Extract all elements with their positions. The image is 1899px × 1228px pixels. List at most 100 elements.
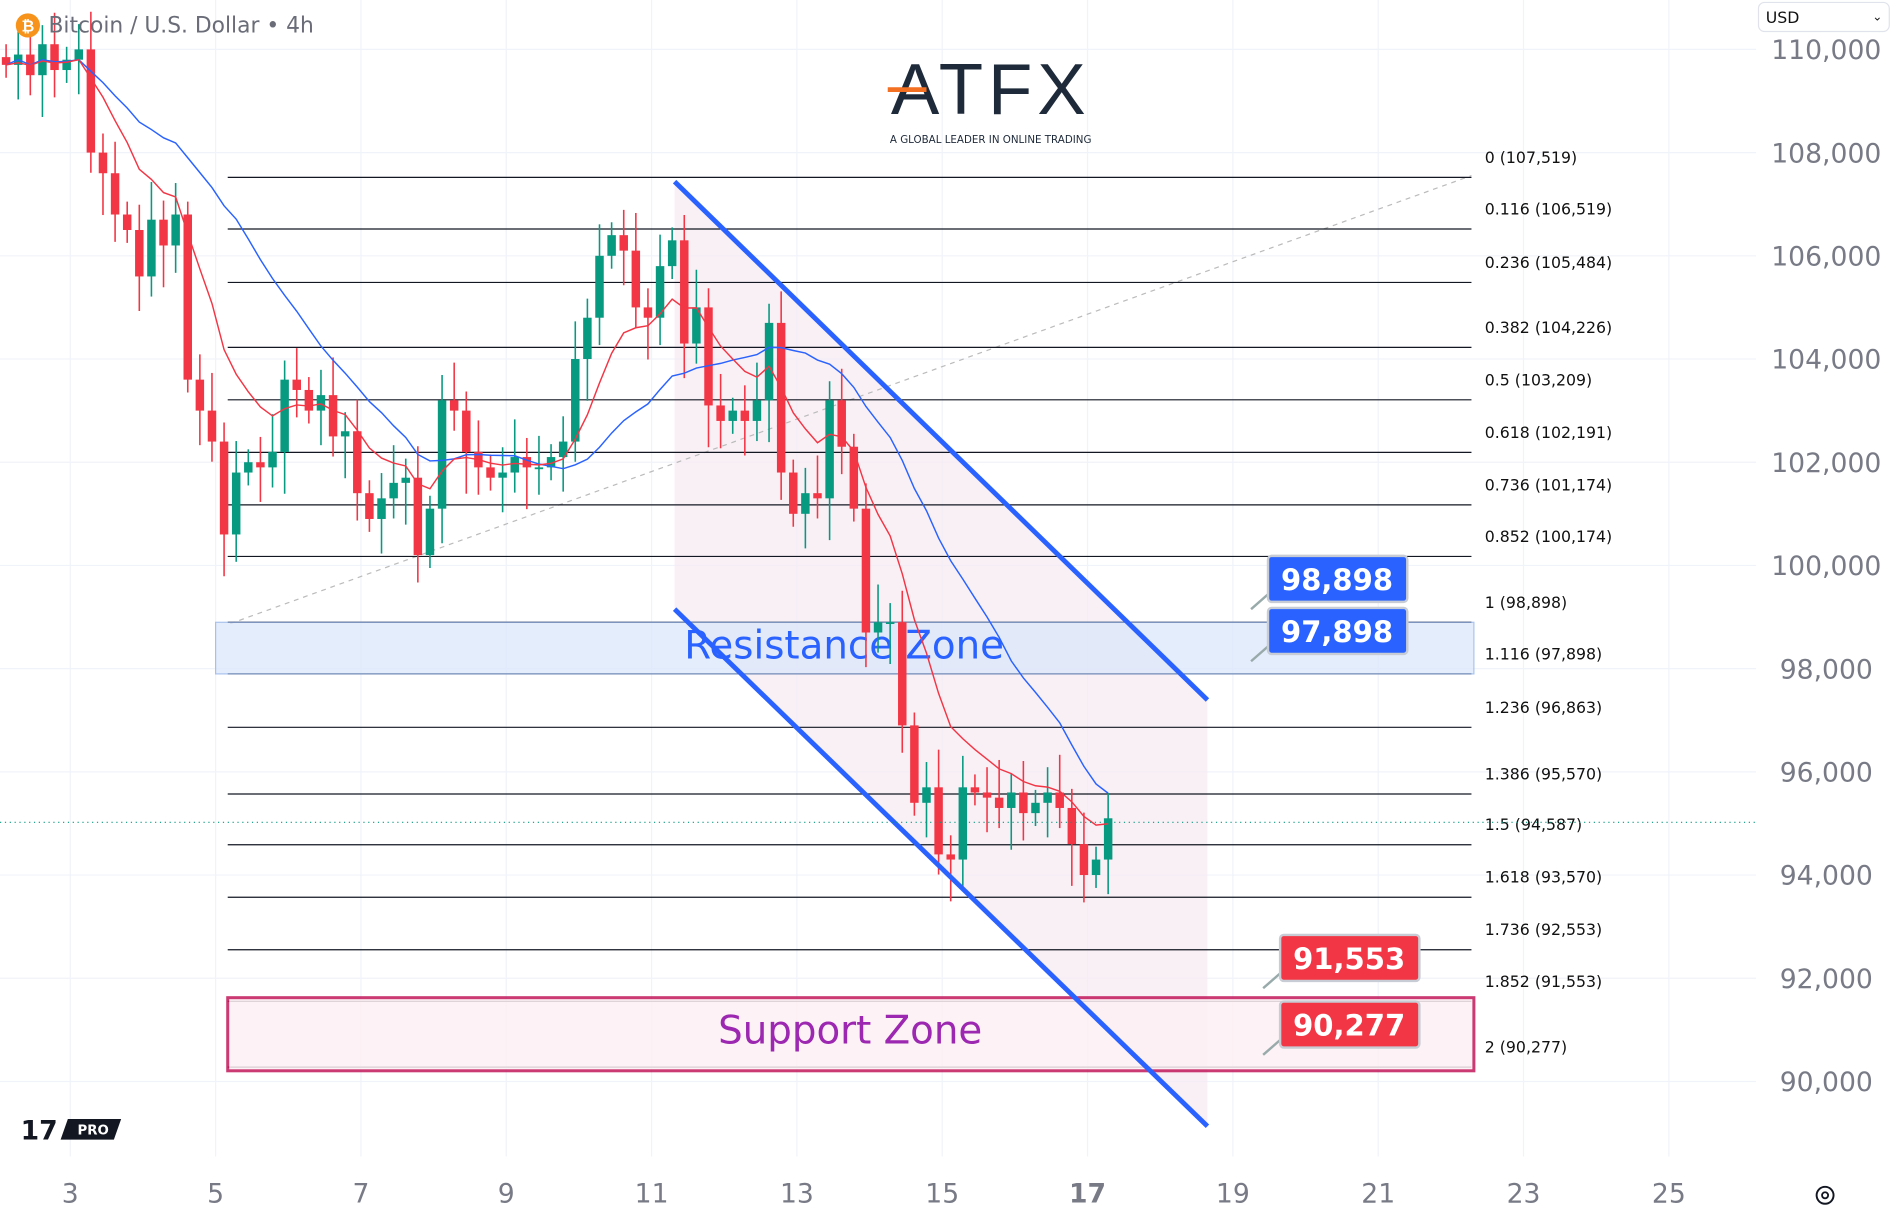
settings-gear-icon[interactable] <box>1815 1185 1835 1205</box>
channel-lower-line[interactable] <box>672 607 1210 1129</box>
candle-up <box>498 472 507 478</box>
grid <box>0 0 1757 1157</box>
price-axis[interactable]: 110,000 108,000 106,000 104,000 102,000 100,0… <box>1771 35 1881 1098</box>
candle-up <box>510 457 519 473</box>
candle-up <box>268 451 277 468</box>
candle-up <box>558 441 568 458</box>
candle-down <box>110 173 120 215</box>
price-tag-label: 90,277 <box>1293 1008 1405 1042</box>
candle-up <box>1043 792 1052 803</box>
candle-up <box>546 457 556 468</box>
time-tick-label: 9 <box>498 1179 515 1210</box>
candle-down <box>740 410 750 421</box>
candle-up <box>401 477 410 483</box>
symbol-title[interactable]: Bitcoin / U.S. Dollar • 4h <box>48 14 313 39</box>
fib-level-label: 2 (90,277) <box>1485 1038 1567 1057</box>
candle-down <box>680 240 689 344</box>
time-tick-label: 23 <box>1507 1179 1541 1210</box>
candles <box>1 11 1113 903</box>
svg-text:17: 17 <box>21 1116 58 1147</box>
candle-up <box>922 787 931 803</box>
fib-level-label: 1 (98,898) <box>1485 593 1567 612</box>
candle-up <box>752 400 762 421</box>
candle-up <box>316 395 326 411</box>
price-tag-box[interactable] <box>1266 606 1409 656</box>
candle-down <box>413 477 423 556</box>
fib-level-label: 1.618 (93,570) <box>1485 868 1602 887</box>
candle-down <box>304 389 314 411</box>
price-tag-box[interactable] <box>1266 554 1409 604</box>
price-tick-label: 104,000 <box>1771 345 1881 376</box>
candle-up <box>583 317 592 360</box>
price-tag-box[interactable] <box>1278 933 1421 983</box>
svg-text:₿: ₿ <box>21 16 34 35</box>
support-zone-label: Support Zone <box>718 1009 982 1054</box>
bitcoin-icon <box>15 13 41 38</box>
candle-down <box>643 307 653 318</box>
candle-up <box>885 622 895 625</box>
candle-down <box>462 410 471 452</box>
price-tick-label: 110,000 <box>1771 35 1881 66</box>
candle-down <box>849 446 859 509</box>
candle-up <box>425 508 435 556</box>
candle-up <box>171 214 180 246</box>
candle-down <box>522 457 532 468</box>
candle-up <box>1091 859 1101 876</box>
channel-upper-line[interactable] <box>672 179 1210 702</box>
resistance-zone[interactable] <box>215 621 1475 675</box>
candle-up <box>692 307 701 344</box>
time-axis[interactable]: 3 5 7 9 11 13 15 17 19 21 23 25 <box>62 1179 1686 1210</box>
fib-level-label: 1.5 (94,587) <box>1485 815 1582 834</box>
time-tick-label: 19 <box>1216 1179 1250 1210</box>
price-tag-label: 98,898 <box>1281 563 1393 597</box>
candle-up <box>147 219 156 277</box>
fib-level-label: 0.618 (102,191) <box>1485 423 1612 442</box>
time-tick-label: 3 <box>62 1179 79 1210</box>
candle-up <box>74 49 83 60</box>
candle-up <box>801 493 810 514</box>
candle-down <box>256 462 265 468</box>
ema-line <box>5 58 1109 826</box>
fib-level-label: 1.386 (95,570) <box>1485 764 1602 783</box>
candle-down <box>219 441 229 535</box>
price-tick-label: 102,000 <box>1771 448 1881 479</box>
candle-down <box>631 250 641 308</box>
candle-down <box>910 725 919 803</box>
candle-up <box>873 622 883 633</box>
candle-down <box>982 792 992 798</box>
candle-down <box>292 379 301 390</box>
resistance-zone-label: Resistance Zone <box>684 624 1004 669</box>
fib-level-label: 0.382 (104,226) <box>1485 318 1612 337</box>
time-tick-label: 21 <box>1361 1179 1395 1210</box>
candle-down <box>1 57 11 65</box>
candle-down <box>619 235 628 251</box>
tradingview-pro-logo[interactable]: 17 PRO <box>21 1116 122 1147</box>
price-tag-box[interactable] <box>1278 1000 1421 1049</box>
candle-up <box>1031 802 1040 814</box>
support-zone[interactable] <box>226 996 1476 1073</box>
candle-down <box>837 400 846 447</box>
candle-down <box>898 622 907 726</box>
fib-level-label: 0.236 (105,484) <box>1485 253 1612 272</box>
candle-down <box>50 44 59 71</box>
candle-up <box>437 400 447 509</box>
candle-down <box>994 797 1004 808</box>
candle-down <box>1079 844 1089 876</box>
fib-level-label: 0.736 (101,174) <box>1485 475 1612 494</box>
candle-up <box>1103 818 1113 860</box>
candle-up <box>607 235 616 256</box>
price-tick-label: 108,000 <box>1771 138 1881 169</box>
candle-down <box>716 405 725 421</box>
time-tick-label: 17 <box>1069 1179 1106 1210</box>
candle-up <box>655 266 665 318</box>
candle-down <box>861 508 871 633</box>
candle-up <box>571 359 580 442</box>
fib-level-label: 1.236 (96,863) <box>1485 698 1602 717</box>
currency-select[interactable]: USD ⌄ <box>1757 1 1890 33</box>
candle-up <box>958 787 968 860</box>
candle-up <box>1007 792 1016 808</box>
candle-down <box>353 431 362 494</box>
candle-down <box>704 307 713 406</box>
price-tick-label: 96,000 <box>1780 758 1873 789</box>
